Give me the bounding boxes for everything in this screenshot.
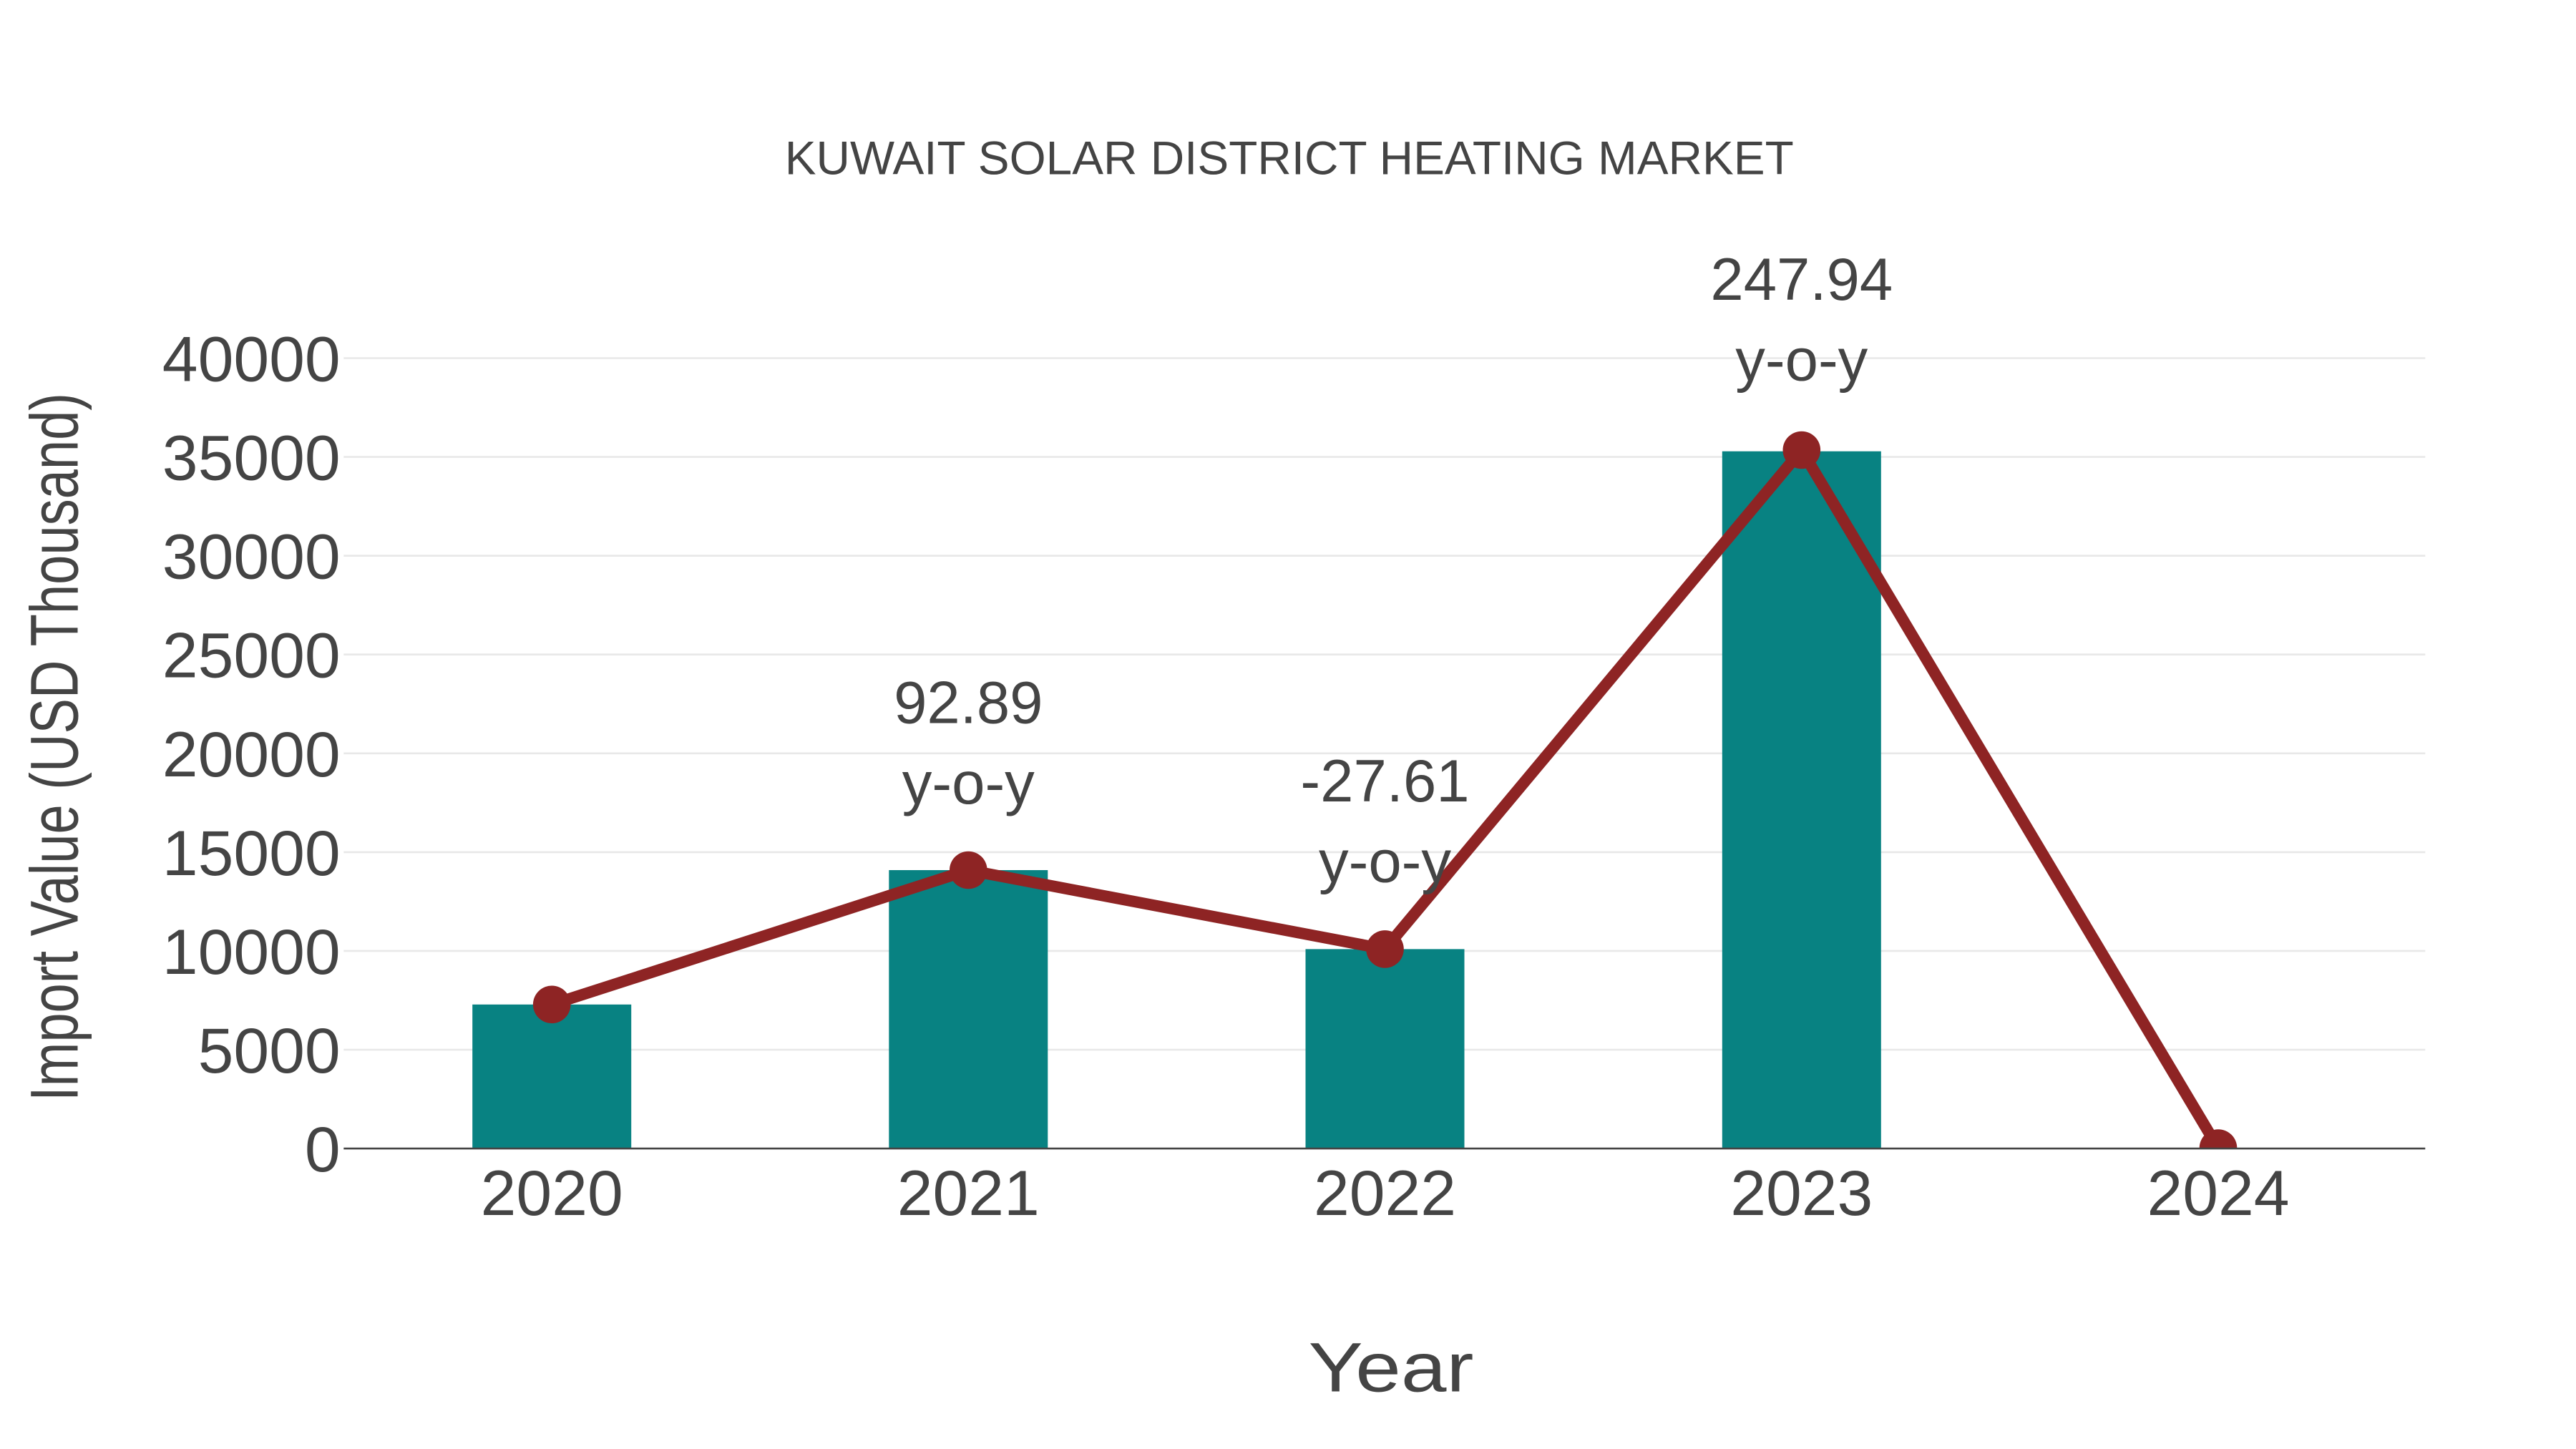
svg-text:Year: Year [1309, 1329, 1474, 1407]
svg-text:247.94: 247.94 [1710, 246, 1893, 313]
svg-text:KUWAIT SOLAR DISTRICT HEATING: KUWAIT SOLAR DISTRICT HEATING MARKET [785, 132, 1794, 185]
svg-text:35000: 35000 [162, 422, 341, 494]
svg-text:y-o-y: y-o-y [902, 750, 1035, 816]
svg-text:40000: 40000 [162, 323, 341, 395]
svg-text:25000: 25000 [162, 620, 341, 691]
svg-text:2022: 2022 [1314, 1157, 1456, 1229]
svg-text:92.89: 92.89 [894, 669, 1043, 736]
svg-text:10000: 10000 [162, 916, 341, 987]
svg-text:2020: 2020 [481, 1157, 623, 1229]
svg-text:20000: 20000 [162, 718, 341, 790]
svg-text:30000: 30000 [162, 521, 341, 592]
svg-text:-27.61: -27.61 [1300, 748, 1469, 814]
svg-text:Import Value (USD Thousand): Import Value (USD Thousand) [17, 393, 93, 1101]
svg-text:15000: 15000 [162, 817, 341, 889]
svg-text:2021: 2021 [897, 1157, 1040, 1229]
svg-text:0: 0 [305, 1113, 341, 1185]
svg-text:2024: 2024 [2147, 1157, 2289, 1229]
svg-text:5000: 5000 [198, 1015, 341, 1086]
svg-text:y-o-y: y-o-y [1735, 327, 1868, 394]
svg-text:y-o-y: y-o-y [1319, 829, 1451, 895]
svg-text:2023: 2023 [1730, 1157, 1873, 1229]
